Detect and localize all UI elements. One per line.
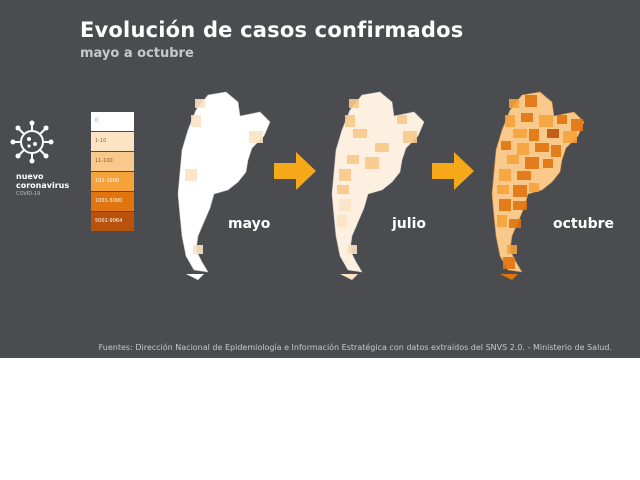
brand-block: nuevo coronavirus COVID-19	[10, 120, 70, 197]
region-fill	[507, 155, 519, 164]
legend-item: 5001-9064	[91, 212, 134, 231]
legend-item: 0	[91, 112, 134, 131]
region-fill	[195, 99, 205, 108]
region-fill	[339, 169, 351, 181]
region-fill	[347, 245, 357, 254]
region-fill	[499, 169, 511, 181]
legend-item: 1-10	[91, 132, 134, 151]
region-fill	[539, 115, 553, 127]
region-fill	[349, 99, 359, 108]
region-fill	[497, 215, 507, 227]
page-title: Evolución de casos confirmados	[80, 18, 464, 42]
legend-item: 11-100	[91, 152, 134, 171]
region-fill	[345, 115, 355, 127]
region-fill	[563, 131, 577, 143]
region-fill	[535, 143, 549, 152]
region-fill	[557, 115, 567, 124]
region-fill	[403, 131, 417, 143]
legend-item: 1001-5000	[91, 192, 134, 211]
map-octubre	[491, 91, 585, 280]
region-fill	[249, 131, 263, 143]
region-fill	[353, 129, 367, 138]
region-fill	[513, 129, 527, 138]
region-fill	[571, 119, 583, 131]
region-fill	[365, 157, 379, 169]
region-fill	[551, 145, 561, 157]
region-fill	[517, 171, 531, 180]
map-julio	[331, 91, 425, 280]
map-label-octubre: octubre	[553, 216, 614, 232]
region-fill	[505, 115, 515, 127]
brand-line-2: coronavirus	[16, 181, 70, 190]
region-fill	[529, 129, 539, 141]
region-fill	[397, 115, 407, 124]
page-subtitle: mayo a octubre	[80, 46, 194, 61]
virus-icon	[10, 120, 70, 164]
region-fill	[517, 143, 529, 155]
region-fill	[503, 257, 515, 269]
region-fill	[347, 155, 359, 164]
region-fill	[543, 159, 553, 168]
brand-line-3: COVID-19	[16, 191, 41, 197]
region-fill	[507, 245, 517, 254]
region-fill	[497, 185, 509, 194]
region-fill	[529, 183, 539, 192]
region-fill	[525, 157, 539, 169]
source-note: Fuentes: Dirección Nacional de Epidemiol…	[98, 343, 612, 352]
region-fill	[191, 115, 201, 127]
region-fill	[185, 169, 197, 181]
arrow-right-icon	[432, 152, 474, 190]
map-label-julio: julio	[392, 216, 426, 232]
map-label-mayo: mayo	[228, 216, 271, 232]
legend-item: 101-1000	[91, 172, 134, 191]
region-fill	[501, 141, 511, 150]
region-fill	[375, 143, 389, 152]
region-fill	[509, 219, 521, 228]
region-fill	[337, 185, 349, 194]
region-fill	[547, 129, 559, 138]
map-mayo	[177, 91, 271, 280]
region-fill	[521, 113, 533, 122]
arrow-right-icon	[274, 152, 316, 190]
brand-line-1: nuevo	[16, 172, 44, 181]
region-fill	[513, 185, 527, 197]
region-fill	[513, 201, 527, 210]
region-fill	[509, 99, 519, 108]
legend: 0 1-10 11-100 101-1000 1001-5000 5001-9064	[91, 112, 134, 232]
infographic-panel: Evolución de casos confirmados mayo a oc…	[0, 0, 640, 358]
tierra-del-fuego	[340, 274, 358, 280]
region-fill	[337, 215, 347, 227]
region-fill	[193, 245, 203, 254]
tierra-del-fuego	[500, 274, 518, 280]
region-fill	[339, 199, 351, 211]
tierra-del-fuego	[186, 274, 204, 280]
region-fill	[525, 95, 537, 107]
region-fill	[499, 199, 511, 211]
